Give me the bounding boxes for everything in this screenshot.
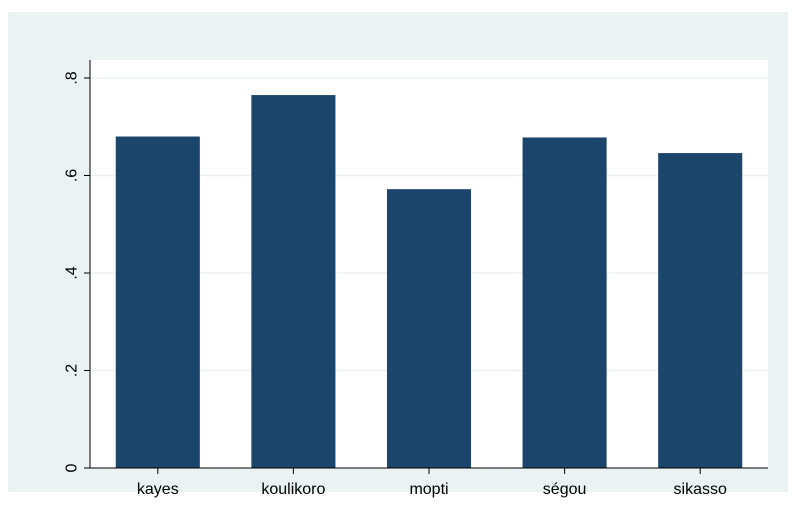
y-tick-label: .4 [64, 266, 81, 279]
bar-ségou [522, 137, 607, 468]
x-category-label: kayes [137, 481, 179, 498]
bars [115, 95, 743, 468]
y-tick-label: .8 [64, 71, 81, 84]
bar-kayes [115, 136, 200, 468]
y-axis-ticks: 0 .2 .4 .6 .8 [64, 71, 90, 472]
x-category-label: sikasso [674, 481, 727, 498]
bar-koulikoro [251, 95, 336, 468]
bar-sikasso [658, 153, 743, 468]
bar-mopti [386, 189, 472, 468]
x-category-label: ségou [543, 481, 587, 498]
x-axis-labels: kayes koulikoro mopti ségou sikasso [137, 468, 727, 498]
x-category-label: koulikoro [261, 481, 325, 498]
y-tick-label: .6 [64, 169, 81, 182]
y-tick-label: .2 [64, 364, 81, 377]
x-category-label: mopti [409, 481, 448, 498]
y-tick-label: 0 [64, 463, 81, 472]
